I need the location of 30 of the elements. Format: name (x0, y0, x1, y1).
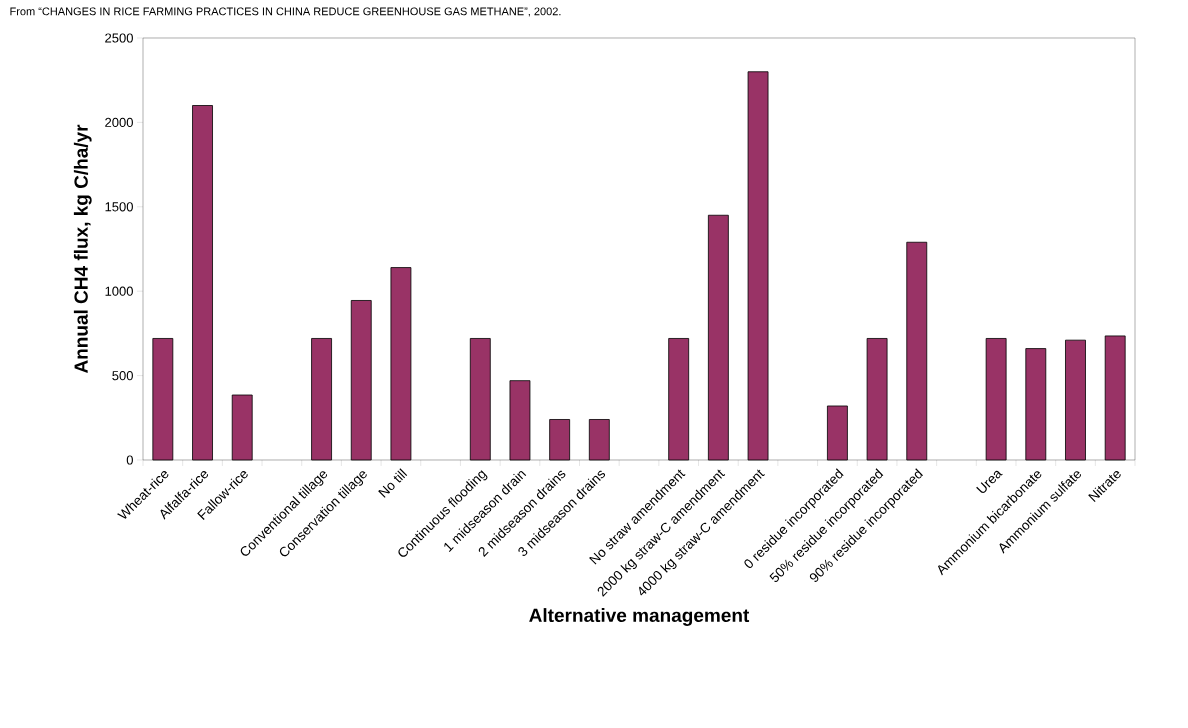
bar (668, 338, 690, 461)
y-tick-label: 500 (112, 370, 133, 381)
bar (707, 214, 729, 461)
bar (588, 419, 610, 461)
y-tick-label: 1500 (105, 202, 133, 212)
bar (866, 338, 888, 461)
bar (1104, 335, 1126, 461)
bar (390, 267, 412, 461)
y-tick-label: 2500 (105, 33, 133, 43)
bar (350, 300, 372, 461)
bar (747, 71, 769, 461)
y-tick-label: 0 (126, 455, 133, 465)
bar (231, 394, 253, 461)
bar (549, 419, 571, 461)
bar (1065, 339, 1086, 461)
bar (827, 405, 848, 461)
bar (906, 241, 928, 461)
bar (985, 338, 1007, 461)
bar (469, 338, 491, 461)
bar (152, 338, 174, 461)
x-tick-label: No till (378, 468, 408, 498)
bar (311, 338, 332, 461)
bar (509, 380, 531, 461)
x-axis-title: Alternative management (529, 608, 750, 626)
y-tick-label: 2000 (105, 117, 133, 127)
text: From “CHANGES IN RICE FARMING PRACTICES IN CHINA REDUCE GREENHOUSE GAS METHANE”, 2002. (10, 7, 561, 17)
y-tick-label: 1000 (105, 286, 133, 296)
bar (192, 105, 213, 461)
bar (1025, 348, 1047, 461)
y-axis-title: Annual CH4 flux, kg C/ha/yr (73, 124, 92, 374)
